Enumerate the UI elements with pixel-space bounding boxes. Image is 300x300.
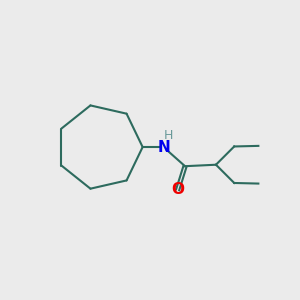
Text: O: O xyxy=(171,182,184,197)
Text: H: H xyxy=(164,129,173,142)
Text: N: N xyxy=(158,140,170,154)
